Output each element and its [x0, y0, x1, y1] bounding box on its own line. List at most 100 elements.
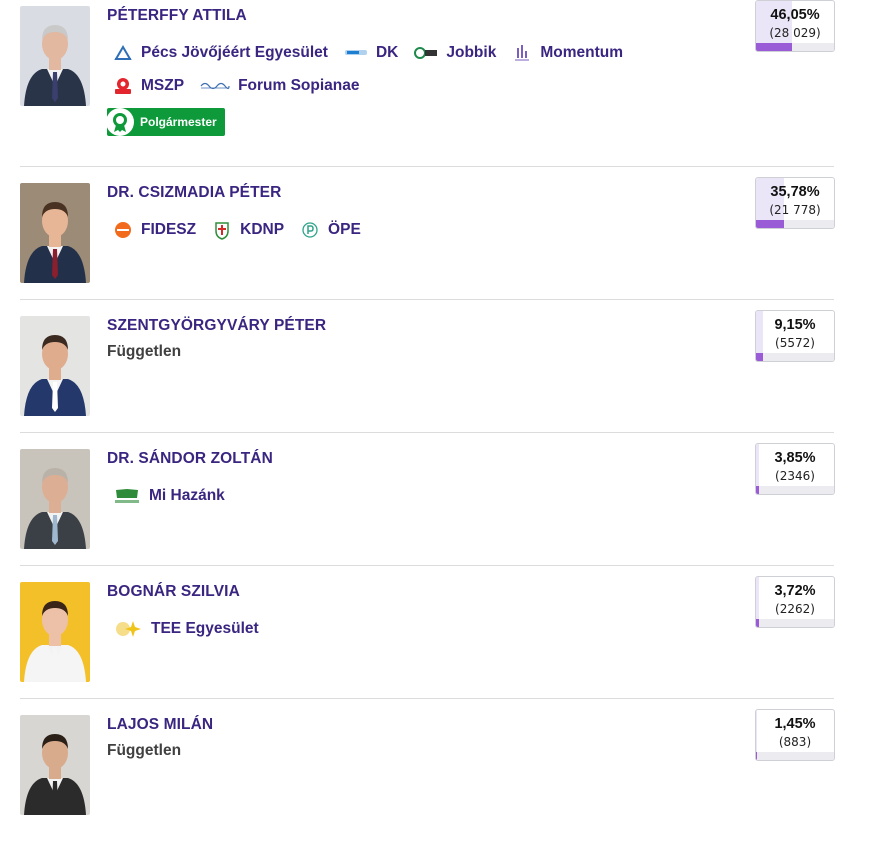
party-label: Forum Sopianae [238, 76, 360, 94]
share-fill [756, 444, 759, 494]
result-box: 35,78% (21 778) [755, 177, 835, 229]
candidate-photo [20, 183, 90, 283]
party-list: Mi Hazánk [113, 479, 733, 512]
candidate-row: LAJOS MILÁN Független 1,45% (883) [20, 709, 835, 842]
mszp-logo-icon [113, 76, 133, 96]
share-bar-fill [756, 43, 792, 51]
mayor-badge: Polgármester [106, 108, 225, 136]
candidate-row: DR. CSIZMADIA PÉTER FIDESZ KDNP ÖPE 35,78% … [20, 177, 835, 310]
party-label: Pécs Jövőjéért Egyesület [141, 43, 328, 61]
candidate-name[interactable]: DR. SÁNDOR ZOLTÁN [107, 450, 273, 467]
vote-count: (28 029) [769, 26, 821, 40]
result-box: 9,15% (5572) [755, 310, 835, 362]
candidate-photo [20, 6, 90, 106]
vote-count: (5572) [775, 336, 815, 350]
candidate-photo [20, 316, 90, 416]
jobbik-logo-icon [414, 43, 438, 63]
fidesz-logo-icon [113, 220, 133, 240]
party-item[interactable]: ÖPE [300, 220, 361, 240]
party-label: MSZP [141, 76, 185, 94]
candidate-photo [20, 449, 90, 549]
party-line: Pécs Jövőjéért Egyesület DK Jobbik Momentum [113, 36, 733, 69]
party-item[interactable]: MSZP [113, 76, 184, 96]
candidate-row: PÉTERFFY ATTILA Pécs Jövőjéért Egyesület D… [20, 0, 835, 167]
party-label: TEE Egyesület [151, 619, 259, 637]
share-bar [756, 619, 834, 627]
forum-sopianae-logo-icon [200, 76, 230, 96]
row-divider [20, 166, 834, 167]
party-item[interactable]: KDNP [212, 220, 284, 240]
award-icon [106, 108, 134, 136]
percent-value: 1,45% [774, 716, 816, 732]
share-fill [756, 710, 758, 760]
vote-count: (2346) [775, 469, 815, 483]
ope-logo-icon [300, 220, 320, 240]
party-item[interactable]: TEE Egyesület [113, 619, 259, 639]
result-box: 46,05% (28 029) [755, 0, 835, 52]
tee-logo-icon [113, 619, 143, 639]
result-box: 3,72% (2262) [755, 576, 835, 628]
share-bar-fill [756, 353, 764, 361]
result-box: 1,45% (883) [755, 709, 835, 761]
party-list: TEE Egyesület [113, 612, 733, 645]
share-bar-fill [756, 752, 758, 760]
candidate-name[interactable]: SZENTGYÖRGYVÁRY PÉTER [107, 317, 327, 334]
candidate-name[interactable]: PÉTERFFY ATTILA [107, 7, 247, 24]
independent-label: Független [107, 343, 182, 360]
party-item[interactable]: Momentum [512, 43, 623, 63]
vote-count: (883) [778, 735, 812, 749]
share-bar [756, 43, 834, 51]
share-bar-fill [756, 220, 784, 228]
share-bar [756, 752, 834, 760]
momentum-logo-icon [512, 43, 532, 63]
share-bar [756, 220, 834, 228]
share-fill [756, 178, 784, 228]
party-item[interactable]: FIDESZ [113, 220, 196, 240]
party-label: Momentum [540, 43, 623, 61]
independent-label: Független [107, 742, 182, 759]
row-divider [20, 698, 834, 699]
row-divider [20, 565, 834, 566]
kdnp-logo-icon [212, 220, 232, 240]
vote-count: (2262) [775, 602, 815, 616]
candidate-name[interactable]: DR. CSIZMADIA PÉTER [107, 184, 282, 201]
party-item[interactable]: Pécs Jövőjéért Egyesület [113, 43, 328, 63]
party-item[interactable]: Mi Hazánk [113, 486, 225, 506]
share-fill [756, 577, 759, 627]
result-box: 3,85% (2346) [755, 443, 835, 495]
mi-hazank-logo-icon [113, 486, 141, 506]
row-divider [20, 432, 834, 433]
share-bar-fill [756, 486, 759, 494]
party-line: Mi Hazánk [113, 479, 733, 512]
percent-value: 35,78% [770, 184, 820, 200]
party-item[interactable]: Jobbik [414, 43, 496, 63]
candidate-row: SZENTGYÖRGYVÁRY PÉTER Független 9,15% (55… [20, 310, 835, 443]
party-list: FIDESZ KDNP ÖPE [113, 213, 733, 246]
candidate-photo [20, 715, 90, 815]
party-line: MSZP Forum Sopianae [113, 69, 733, 102]
party-line: TEE Egyesület [113, 612, 733, 645]
badge-label: Polgármester [140, 115, 217, 129]
share-bar-fill [756, 619, 759, 627]
party-line: FIDESZ KDNP ÖPE [113, 213, 733, 246]
party-label: DK [375, 43, 399, 61]
candidate-name[interactable]: BOGNÁR SZILVIA [107, 583, 240, 600]
party-label: FIDESZ [141, 220, 197, 238]
percent-value: 3,72% [774, 583, 816, 599]
party-item[interactable]: DK [344, 43, 398, 63]
candidate-row: BOGNÁR SZILVIA TEE Egyesület 3,72% (2262) [20, 576, 835, 709]
share-fill [756, 1, 792, 51]
candidate-row: DR. SÁNDOR ZOLTÁN Mi Hazánk 3,85% (2346) [20, 443, 835, 576]
party-item[interactable]: Forum Sopianae [200, 76, 360, 96]
candidate-photo [20, 582, 90, 682]
share-bar [756, 486, 834, 494]
percent-value: 3,85% [774, 450, 816, 466]
party-label: Mi Hazánk [149, 486, 225, 504]
percent-value: 9,15% [774, 317, 816, 333]
candidate-name[interactable]: LAJOS MILÁN [107, 716, 214, 733]
share-bar [756, 353, 834, 361]
percent-value: 46,05% [770, 7, 820, 23]
pecs-egyesulet-logo-icon [113, 43, 133, 63]
party-label: ÖPE [328, 220, 361, 238]
party-label: KDNP [240, 220, 285, 238]
